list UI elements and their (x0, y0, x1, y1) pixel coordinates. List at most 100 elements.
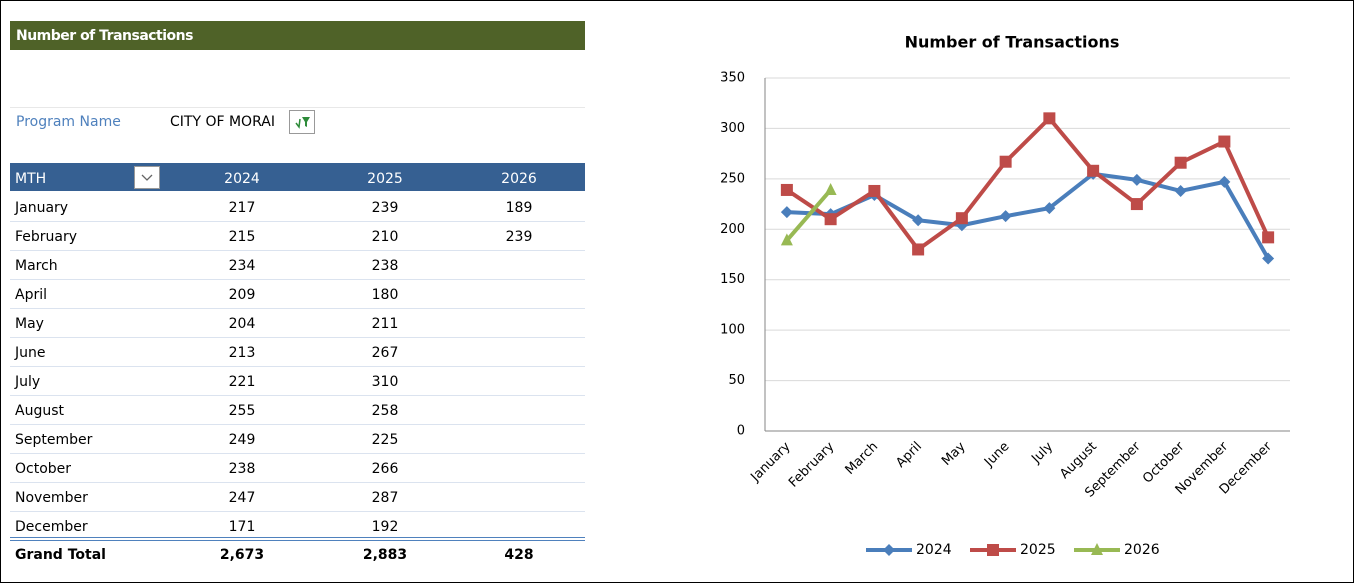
legend-label: 2025 (1020, 542, 1056, 558)
column-dropdown[interactable] (134, 166, 160, 189)
table-cell: 189 (505, 200, 533, 216)
x-tick-label: February (786, 439, 838, 491)
marker (1218, 175, 1231, 188)
marker (1091, 543, 1103, 555)
table-cell: 310 (371, 374, 399, 390)
y-tick-label: 100 (720, 323, 745, 338)
marker (1043, 202, 1056, 215)
marker (999, 210, 1012, 223)
y-tick-label: 250 (720, 171, 745, 186)
table-cell: 210 (371, 229, 399, 245)
y-tick-label: 200 (720, 222, 745, 237)
filter-label: Program Name (16, 114, 121, 130)
row-line (10, 279, 585, 280)
y-tick-label: 0 (737, 424, 745, 439)
x-tick-label: July (1028, 439, 1056, 467)
column-header: 2026 (501, 171, 537, 187)
y-tick-label: 350 (720, 71, 745, 86)
table-cell: 192 (371, 519, 399, 535)
series-line (785, 188, 833, 242)
x-tick-label: June (981, 439, 1012, 470)
table-cell: 239 (505, 229, 533, 245)
row-line (10, 337, 585, 338)
table-cell: April (15, 287, 47, 303)
filter-value[interactable]: CITY OF MORAI (170, 114, 275, 130)
header-title: Number of Transactions (16, 28, 193, 44)
table-cell: 287 (371, 490, 399, 506)
total-cell: 2,883 (362, 547, 408, 563)
marker (999, 155, 1012, 168)
table-cell: December (15, 519, 88, 535)
row-line (10, 250, 585, 251)
table-cell: 255 (228, 403, 256, 419)
table-cell: 238 (228, 461, 256, 477)
filter-icon (295, 117, 310, 129)
y-tick-label: 300 (720, 121, 745, 136)
table-cell: 204 (228, 316, 256, 332)
filter-button[interactable] (289, 110, 315, 134)
table-cell: 266 (371, 461, 399, 477)
series-line (785, 116, 1270, 252)
table-cell: March (15, 258, 58, 274)
table-cell: 213 (228, 345, 256, 361)
chart-title: Number of Transactions (905, 33, 1120, 52)
row-line (10, 366, 585, 367)
dropdown-icon (141, 174, 153, 181)
row-line (10, 308, 585, 309)
marker (1218, 135, 1231, 148)
legend-label: 2026 (1124, 542, 1160, 558)
x-tick-label: May (939, 439, 969, 469)
table-cell: October (15, 461, 72, 477)
table-cell: 238 (371, 258, 399, 274)
marker (824, 213, 837, 226)
marker (1087, 164, 1100, 177)
table-cell: 221 (228, 374, 256, 390)
total-cell: Grand Total (15, 547, 106, 563)
marker (780, 183, 793, 196)
marker (912, 214, 925, 227)
row-line (10, 511, 585, 512)
y-tick-label: 150 (720, 272, 745, 287)
filter-line (10, 107, 585, 108)
marker (1130, 198, 1143, 211)
row-line (10, 221, 585, 222)
table-cell: 239 (371, 200, 399, 216)
column-header: 2025 (367, 171, 403, 187)
table-cell: 211 (371, 316, 399, 332)
marker (1262, 252, 1275, 265)
table-cell: 249 (228, 432, 256, 448)
table-header (10, 163, 585, 191)
row-line (10, 424, 585, 425)
column-header: 2024 (224, 171, 260, 187)
table-cell: June (15, 345, 46, 361)
table-cell: 215 (228, 229, 256, 245)
table-cell: November (15, 490, 88, 506)
table-cell: 234 (228, 258, 256, 274)
row-line (10, 482, 585, 483)
x-tick-label: April (893, 439, 925, 471)
marker (1043, 112, 1056, 125)
marker (883, 544, 895, 556)
table-cell: 247 (228, 490, 256, 506)
table-cell: 258 (371, 403, 399, 419)
marker (1174, 156, 1187, 169)
table-cell: 209 (228, 287, 256, 303)
series-line (786, 171, 1270, 260)
marker (780, 206, 793, 219)
table-cell: 180 (371, 287, 399, 303)
table-cell: 225 (371, 432, 399, 448)
table-cell: January (15, 200, 69, 216)
marker (780, 233, 793, 246)
table-cell: February (15, 229, 78, 245)
total-line (10, 537, 585, 538)
x-tick-label: August (1057, 439, 1100, 482)
marker (824, 182, 837, 195)
header-bar (10, 21, 585, 50)
row-line (10, 395, 585, 396)
table-cell: 171 (228, 519, 256, 535)
marker (1174, 184, 1187, 197)
table-cell: 267 (371, 345, 399, 361)
marker (955, 212, 968, 225)
